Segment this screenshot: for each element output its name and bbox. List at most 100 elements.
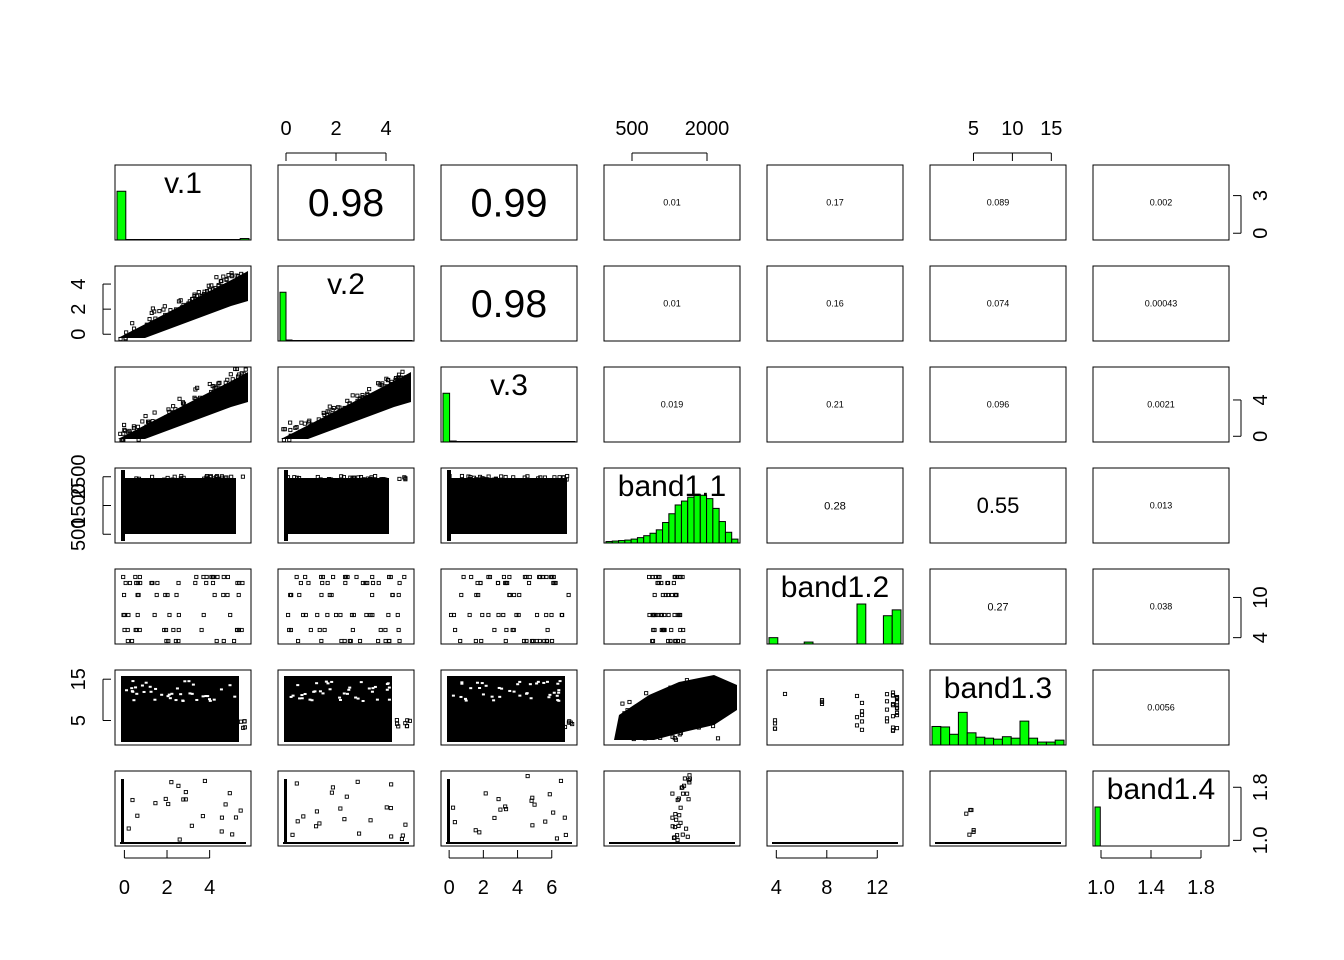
scatter-point (656, 580, 661, 586)
scatter-point (306, 580, 311, 586)
tick-label: 12 (866, 877, 888, 899)
scatter-point (153, 801, 158, 806)
dense-point-cloud (447, 478, 567, 534)
gap-mark (345, 692, 349, 695)
scatter-point (216, 282, 221, 288)
scatter-point (299, 420, 304, 425)
gap-mark (338, 696, 342, 699)
panel-frame (929, 366, 1067, 443)
scatter-point (376, 381, 381, 386)
scatter-point (155, 419, 160, 424)
tick-label: 10 (1250, 586, 1272, 608)
scatter-point (281, 437, 286, 443)
scatter-point (164, 317, 169, 322)
panel-frame (114, 568, 252, 645)
scatter-point (542, 638, 547, 644)
scatter-point (543, 819, 548, 824)
scatter-point (338, 612, 343, 618)
gap-mark (387, 698, 391, 701)
panel-frame (766, 568, 904, 645)
scatter-point (282, 427, 287, 432)
gap-mark (166, 695, 170, 698)
gap-mark (330, 680, 334, 683)
scatter-point (169, 780, 174, 785)
diagonal-label: v.1 (164, 167, 202, 200)
scatter-point (167, 409, 172, 414)
scatter-point (670, 824, 675, 829)
tick-label: 0 (444, 877, 455, 899)
histogram-bar (618, 540, 626, 544)
scatter-point (671, 580, 676, 586)
panel-frame (440, 467, 578, 544)
scatter-point (687, 773, 692, 778)
scatter-point (650, 638, 655, 644)
panel-0-4: 0.17 (766, 164, 904, 241)
tick-label: 4 (1250, 632, 1272, 643)
panel-3-6: 0.013 (1092, 467, 1230, 544)
scatter-point (507, 592, 512, 598)
scatter-point (383, 477, 388, 482)
scatter-point (511, 627, 516, 633)
scatter-point (130, 797, 135, 803)
scatter-point (239, 627, 244, 633)
scatter-point (181, 302, 186, 308)
scatter-point (228, 372, 233, 377)
scatter-point (171, 627, 176, 633)
panel-4-3 (603, 568, 741, 645)
gap-mark (555, 694, 559, 697)
scatter-point (157, 309, 162, 314)
scatter-point (171, 404, 176, 409)
scatter-point (459, 592, 464, 598)
gap-mark (201, 695, 205, 698)
scatter-point (192, 395, 197, 400)
gap-mark (460, 682, 464, 685)
gap-mark (497, 686, 501, 689)
scatter-point (183, 797, 188, 802)
scatter-point (376, 638, 381, 644)
scatter-point (192, 294, 197, 299)
scatter-point (393, 375, 399, 381)
dense-point-cloud (447, 779, 450, 842)
correlation-value: 0.0021 (1147, 400, 1175, 410)
scatter-point (384, 384, 389, 389)
scatter-point (233, 387, 238, 392)
scatter-point (118, 431, 123, 436)
scatter-point (338, 806, 343, 811)
scatter-point (652, 592, 657, 598)
gap-mark (206, 695, 210, 698)
scatter-point (152, 612, 157, 618)
scatter-point (350, 393, 355, 398)
scatter-point (131, 326, 137, 331)
scatter-point (146, 426, 151, 431)
scatter-point (675, 833, 680, 838)
scatter-point (328, 477, 334, 482)
scatter-point (530, 823, 535, 828)
scatter-point (517, 592, 522, 598)
gap-mark (131, 680, 135, 683)
scatter-point (355, 779, 360, 784)
scatter-point (150, 474, 155, 479)
gap-mark (361, 699, 365, 702)
scatter-point (675, 837, 680, 843)
scatter-point (782, 691, 788, 697)
scatter-point (288, 592, 293, 598)
right-axis-6: 1.0 1.8 (1233, 773, 1272, 854)
gap-mark (557, 699, 561, 702)
scatter-point (304, 428, 309, 433)
scatter-point (726, 692, 731, 697)
scatter-point (308, 426, 313, 432)
scatter-point (516, 612, 521, 618)
panel-0-0: v.1 (114, 164, 252, 241)
scatter-point (155, 580, 160, 586)
tick-label: 0 (280, 118, 291, 140)
scatter-point (560, 612, 565, 618)
panel-frame (277, 568, 415, 645)
scatter-point (512, 592, 517, 598)
scatter-point (308, 627, 313, 633)
scatter-point (670, 734, 675, 739)
scatter-point (130, 638, 135, 644)
scatter-point (389, 782, 394, 787)
panel-frame (603, 770, 741, 847)
scatter-point (663, 592, 668, 598)
histogram-bar (668, 513, 676, 544)
